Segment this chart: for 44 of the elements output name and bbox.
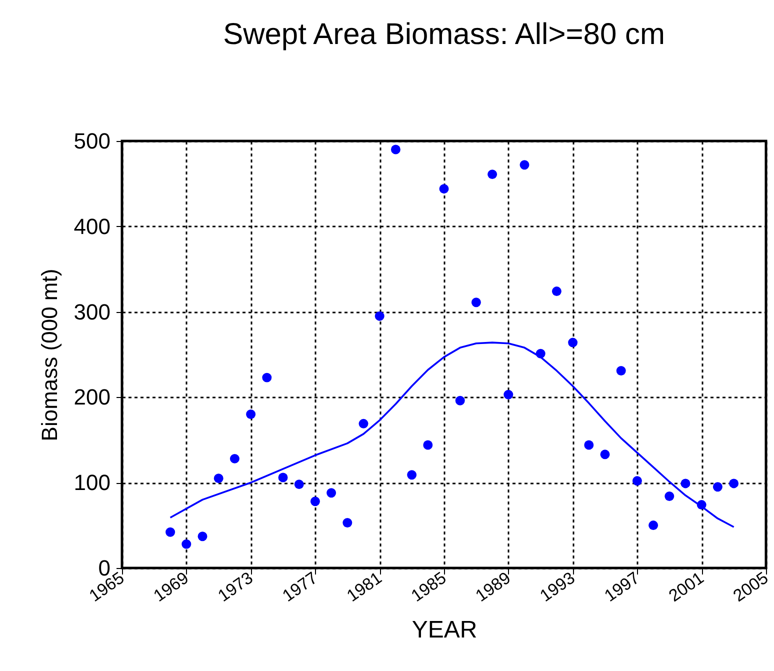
point [278,472,288,482]
point [262,372,272,382]
point [198,532,208,542]
y-tick-label: 200 [74,384,110,410]
point [520,160,530,170]
point [712,482,722,492]
chart-title: Swept Area Biomass: All>=80 cm [223,18,665,51]
point [326,488,336,498]
point [230,454,240,464]
point [407,470,417,480]
point [680,478,690,488]
y-tick-label: 400 [74,214,110,239]
point [632,476,642,486]
point [568,338,578,348]
point [182,539,192,549]
line-series [169,342,735,528]
point [214,474,224,484]
point [504,390,514,400]
y-tick-label: 100 [74,470,110,496]
y-tick-label: 300 [74,299,110,324]
x-tick-label: 1981 [343,568,386,606]
point [310,496,320,506]
point [648,520,658,530]
point [664,492,674,501]
point [552,286,562,296]
point [439,184,449,194]
point [471,298,481,308]
y-axis-title: Biomass (000 mt) [36,268,62,442]
point [600,450,610,460]
point [166,527,176,537]
point [374,311,384,321]
point [729,478,739,488]
point [488,170,498,180]
point [358,418,368,428]
y-tick-label: 500 [74,128,110,154]
point [246,410,256,420]
point [294,480,304,490]
point [342,518,352,528]
point [455,396,465,406]
x-axis-title: YEAR [412,616,478,644]
point [584,440,594,450]
point [616,366,626,376]
point [390,144,400,154]
point [423,440,433,450]
